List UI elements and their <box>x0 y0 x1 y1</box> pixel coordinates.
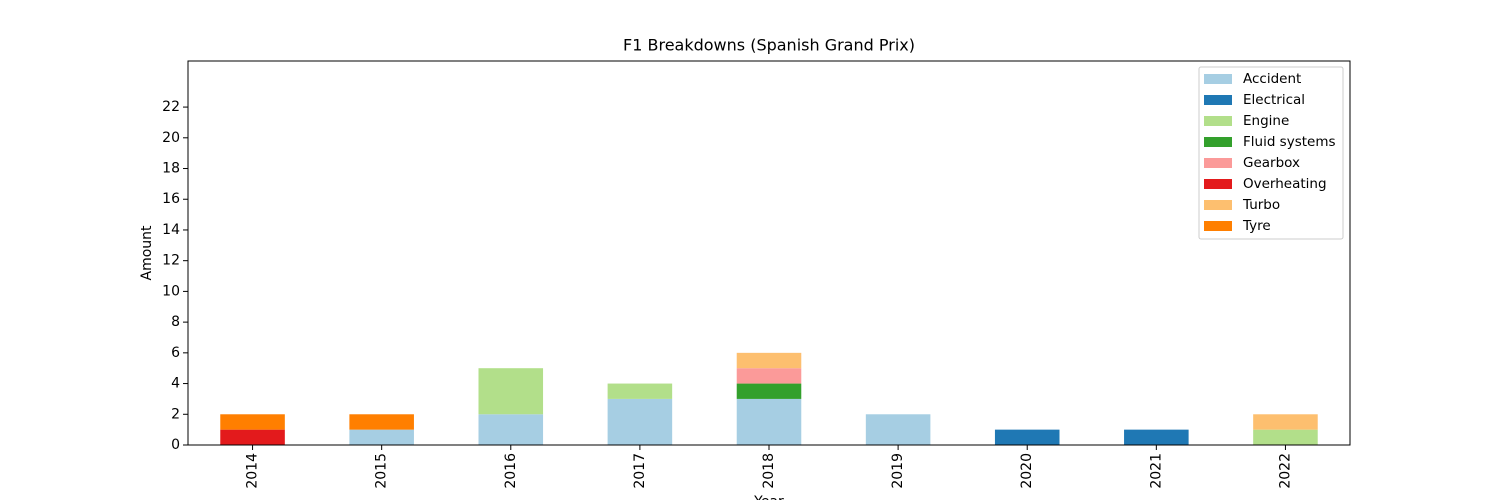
bar-segment <box>607 398 673 445</box>
y-tick-label: 4 <box>171 376 180 392</box>
y-tick-label: 0 <box>171 437 180 453</box>
legend-label: Turbo <box>1242 197 1280 213</box>
y-tick-label: 8 <box>171 314 180 330</box>
legend-swatch <box>1204 116 1232 126</box>
x-tick-label: 2021 <box>1148 453 1164 489</box>
bar-segment <box>736 352 802 369</box>
legend-label: Electrical <box>1243 92 1305 108</box>
bar-segment <box>478 368 544 415</box>
legend-swatch <box>1204 179 1232 189</box>
y-tick-label: 18 <box>162 161 180 177</box>
legend-label: Accident <box>1243 71 1301 87</box>
y-tick-label: 14 <box>162 222 180 238</box>
legend-label: Tyre <box>1242 218 1271 234</box>
y-tick-label: 6 <box>171 345 180 361</box>
bar-segment <box>349 414 414 430</box>
y-tick-label: 2 <box>171 406 180 422</box>
bar-segment <box>865 414 931 445</box>
bar-segment <box>994 429 1060 445</box>
bar-segment <box>1253 429 1318 445</box>
legend-swatch <box>1204 74 1232 84</box>
legend-swatch <box>1204 200 1232 210</box>
x-axis-label: Year <box>753 494 784 500</box>
bar-segment <box>478 414 544 445</box>
x-tick-label: 2015 <box>374 453 390 489</box>
legend-label: Overheating <box>1243 176 1327 192</box>
y-tick-label: 16 <box>162 191 180 207</box>
legend-swatch <box>1204 95 1232 105</box>
legend-label: Engine <box>1243 113 1289 129</box>
legend-box <box>1198 66 1344 240</box>
y-tick-label: 22 <box>162 99 180 115</box>
legend-swatch <box>1204 158 1232 168</box>
x-tick-label: 2017 <box>632 453 648 489</box>
x-tick-label: 2022 <box>1277 453 1293 489</box>
bar-segment <box>220 429 285 445</box>
legend-swatch <box>1204 137 1232 147</box>
chart-title: F1 Breakdowns (Spanish Grand Prix) <box>623 36 915 55</box>
y-axis-label: Amount <box>139 225 155 281</box>
plot-frame <box>187 60 1351 446</box>
x-tick-label: 2014 <box>245 453 261 489</box>
y-tick-label: 20 <box>162 130 180 146</box>
bar-segment <box>1124 429 1189 445</box>
x-tick-label: 2020 <box>1019 453 1035 489</box>
bar-segment <box>736 383 802 399</box>
y-tick-label: 12 <box>162 253 180 269</box>
bar-segment <box>1253 414 1318 430</box>
bar-segment <box>349 429 414 445</box>
bar-segment <box>220 414 285 430</box>
legend-label: Gearbox <box>1243 155 1300 171</box>
bar-segment <box>607 383 673 399</box>
x-tick-label: 2019 <box>890 453 906 489</box>
bar-segment <box>736 368 802 384</box>
x-tick-label: 2016 <box>503 453 519 489</box>
x-tick-label: 2018 <box>761 453 777 489</box>
legend-label: Fluid systems <box>1243 134 1336 150</box>
y-tick-label: 10 <box>162 283 180 299</box>
legend-swatch <box>1204 221 1232 231</box>
bar-segment <box>736 398 802 445</box>
